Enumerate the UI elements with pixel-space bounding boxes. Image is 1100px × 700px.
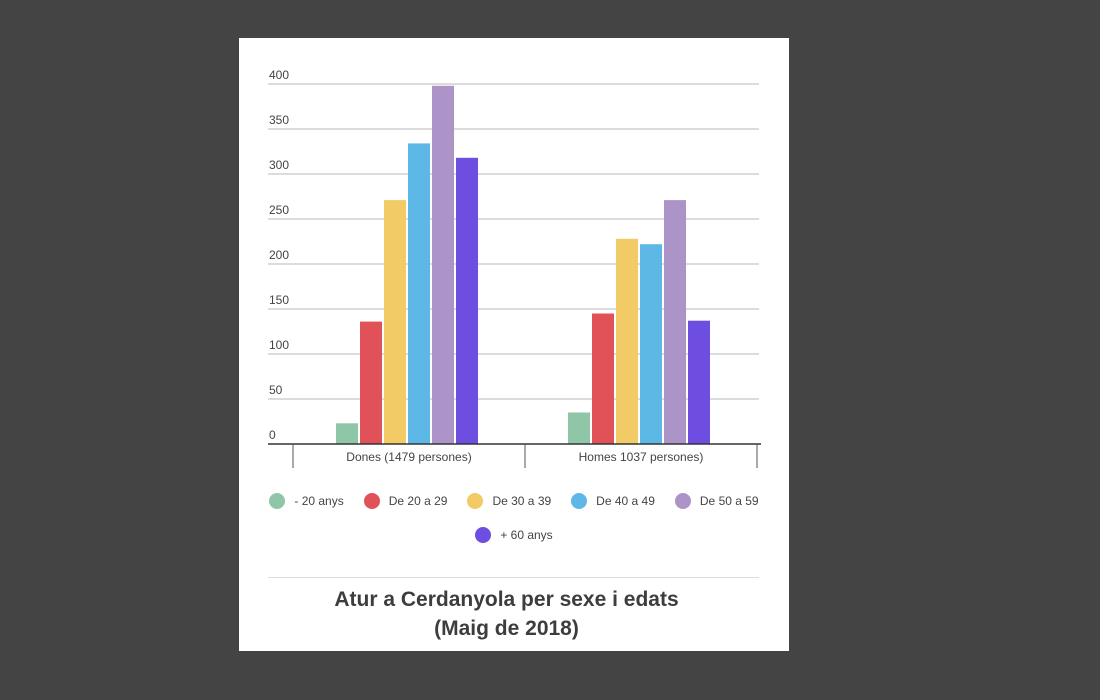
y-tick-label: 300 <box>269 158 289 172</box>
legend-row-1: - 20 anys De 20 a 29 De 30 a 39 De 40 a … <box>239 493 789 509</box>
bar[interactable] <box>456 157 478 445</box>
legend-swatch <box>674 493 691 509</box>
legend-label: + 60 anys <box>500 528 553 542</box>
legend-swatch <box>475 527 492 543</box>
y-tick-label: 150 <box>269 293 289 307</box>
legend-item[interactable]: - 20 anys <box>269 493 344 509</box>
legend-label: De 50 a 59 <box>699 494 759 508</box>
legend-label: De 30 a 39 <box>492 494 552 508</box>
y-tick-label: 350 <box>269 113 289 127</box>
bar[interactable] <box>592 313 614 445</box>
bar[interactable] <box>432 85 454 445</box>
bar[interactable] <box>640 244 662 444</box>
legend-swatch <box>269 493 286 509</box>
legend-swatch <box>467 493 484 509</box>
bar[interactable] <box>360 321 382 444</box>
y-tick-label: 200 <box>269 248 289 262</box>
legend-label: De 40 a 49 <box>596 494 655 508</box>
legend-label: De 20 a 29 <box>388 494 448 508</box>
bar[interactable] <box>408 143 430 444</box>
legend-item[interactable]: De 50 a 59 <box>674 493 759 509</box>
y-tick-label: 100 <box>269 338 289 352</box>
bar[interactable] <box>616 238 638 444</box>
bar[interactable] <box>336 423 358 444</box>
bar[interactable] <box>664 200 686 444</box>
divider <box>268 577 759 578</box>
legend-row-2: + 60 anys <box>239 527 789 543</box>
x-tick-label: Homes 1037 persones) <box>579 450 704 464</box>
y-tick-label: 250 <box>269 203 289 217</box>
bar[interactable] <box>568 412 590 445</box>
chart-title: Atur a Cerdanyola per sexe i edats <box>334 588 679 611</box>
legend-swatch <box>571 493 588 509</box>
x-tick-label: Dones (1479 persones) <box>346 450 471 464</box>
legend-item[interactable]: De 30 a 39 <box>467 493 551 509</box>
chart-subtitle: (Maig de 2018) <box>434 617 579 640</box>
bar[interactable] <box>384 200 406 444</box>
legend-item[interactable]: De 20 a 29 <box>363 493 448 509</box>
legend-label: - 20 anys <box>294 494 344 508</box>
y-tick-label: 400 <box>269 68 289 82</box>
bar-chart: 0 50 100 150 200 250 300 350 400 Dones (1479 pers… <box>268 68 761 468</box>
y-tick-label: 50 <box>269 383 283 397</box>
legend-item[interactable]: De 40 a 49 <box>571 493 655 509</box>
bar[interactable] <box>688 320 710 444</box>
legend-swatch <box>363 493 380 509</box>
chart-card: 0 50 100 150 200 250 300 350 400 Dones (1479 pers… <box>239 38 789 651</box>
y-tick-label: 0 <box>269 428 276 442</box>
legend-item[interactable]: + 60 anys <box>475 527 553 543</box>
